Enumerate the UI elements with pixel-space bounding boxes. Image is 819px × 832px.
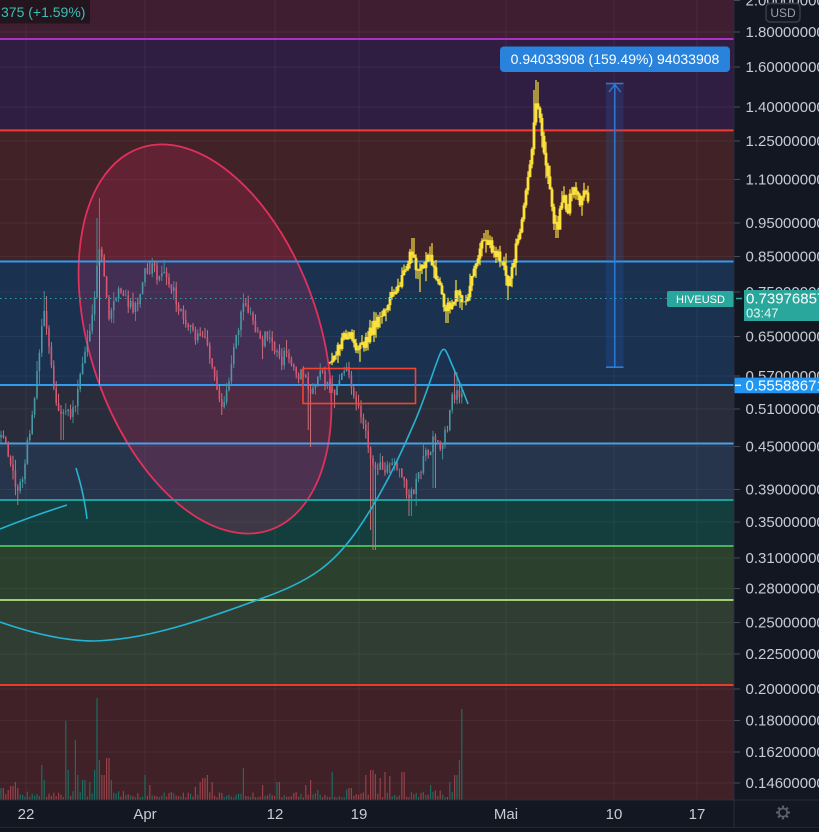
svg-text:0.73976857: 0.73976857 <box>746 291 819 308</box>
svg-text:HIVEUSD: HIVEUSD <box>676 294 725 306</box>
svg-text:0.18000000: 0.18000000 <box>746 713 819 730</box>
svg-text:0.65000000: 0.65000000 <box>746 329 819 346</box>
svg-text:1.80000000: 1.80000000 <box>746 24 819 41</box>
svg-text:22: 22 <box>18 806 35 823</box>
svg-text:0.94033908 (159.49%) 94033908: 0.94033908 (159.49%) 94033908 <box>511 51 720 67</box>
svg-text:0.85000000: 0.85000000 <box>746 249 819 266</box>
svg-text:1.60000000: 1.60000000 <box>746 59 819 76</box>
svg-text:10: 10 <box>606 806 623 823</box>
svg-text:1.25000000: 1.25000000 <box>746 133 819 150</box>
svg-text:0.35000000: 0.35000000 <box>746 514 819 531</box>
svg-text:0.39000000: 0.39000000 <box>746 482 819 499</box>
svg-text:1.40000000: 1.40000000 <box>746 99 819 116</box>
svg-text:0.22500000: 0.22500000 <box>746 646 819 663</box>
svg-text:USD: USD <box>770 6 796 20</box>
svg-text:0.25000000: 0.25000000 <box>746 615 819 632</box>
svg-text:Apr: Apr <box>133 806 156 823</box>
svg-text:0.55588671: 0.55588671 <box>746 377 819 394</box>
svg-text:0.45000000: 0.45000000 <box>746 439 819 456</box>
svg-text:0.95000000: 0.95000000 <box>746 215 819 232</box>
svg-text:0.28000000: 0.28000000 <box>746 581 819 598</box>
svg-text:0.51000000: 0.51000000 <box>746 401 819 418</box>
svg-text:0.31000000: 0.31000000 <box>746 550 819 567</box>
svg-text:0.16200000: 0.16200000 <box>746 744 819 761</box>
svg-text:375 (+1.59%): 375 (+1.59%) <box>1 4 85 20</box>
svg-text:03:47: 03:47 <box>746 306 779 321</box>
svg-text:12: 12 <box>267 806 284 823</box>
svg-text:17: 17 <box>689 806 706 823</box>
svg-text:1.10000000: 1.10000000 <box>746 172 819 189</box>
svg-text:0.14600000: 0.14600000 <box>746 775 819 792</box>
svg-text:19: 19 <box>351 806 368 823</box>
svg-text:Mai: Mai <box>494 806 518 823</box>
svg-text:0.20000000: 0.20000000 <box>746 681 819 698</box>
